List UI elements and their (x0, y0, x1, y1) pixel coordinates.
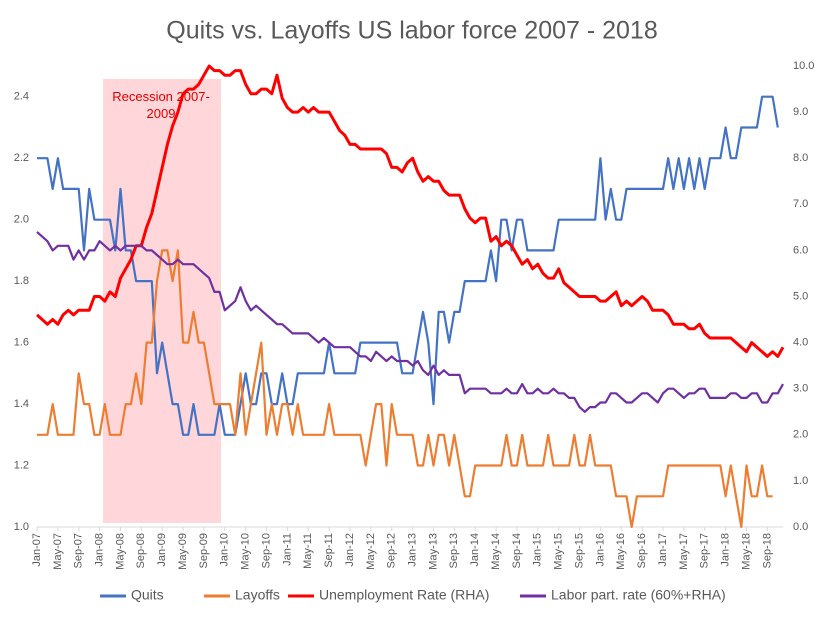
y-tick-label: 2.0 (14, 214, 29, 226)
x-tick-label: Jan-13 (407, 533, 419, 567)
legend-label: Quits (131, 587, 164, 603)
series-line (37, 249, 773, 529)
y2-tick-label: 6.0 (793, 244, 808, 256)
x-tick-label: May-09 (177, 533, 189, 570)
x-tick-label: Jan-15 (532, 533, 544, 567)
x-tick-label: Sep-16 (636, 533, 648, 568)
x-tick-label: May-15 (553, 533, 565, 570)
x-tick-label: Sep-11 (323, 533, 335, 568)
x-tick-label: Sep-10 (260, 533, 272, 568)
y-tick-label: 2.4 (14, 91, 29, 103)
legend-label: Layoffs (235, 587, 280, 603)
recession-shade (103, 79, 221, 523)
x-tick-label: May-10 (240, 533, 252, 570)
y2-tick-label: 5.0 (793, 290, 808, 302)
x-tick-label: May-17 (678, 533, 690, 570)
x-tick-label: Jan-16 (594, 533, 606, 567)
y2-tick-label: 4.0 (793, 337, 808, 349)
x-tick-label: May-18 (740, 533, 752, 570)
x-tick-label: May-13 (427, 533, 439, 570)
x-tick-label: Sep-17 (699, 533, 711, 568)
legend-label: Unemployment Rate (RHA) (319, 587, 489, 603)
legend-label: Labor part. rate (60%+RHA) (551, 587, 726, 603)
y2-tick-label: 9.0 (793, 106, 808, 118)
x-tick-label: Jan-14 (469, 533, 481, 567)
x-tick-label: Sep-14 (511, 533, 523, 568)
x-tick-label: Jan-07 (31, 533, 43, 567)
x-tick-label: Jan-12 (344, 533, 356, 567)
x-tick-label: Jan-10 (219, 533, 231, 567)
y2-tick-label: 3.0 (793, 383, 808, 395)
x-tick-label: Jan-11 (281, 533, 293, 566)
y-tick-label: 1.2 (14, 459, 29, 471)
y2-tick-label: 7.0 (793, 198, 808, 210)
x-tick-label: May-07 (52, 533, 64, 570)
y2-tick-label: 0.0 (793, 521, 808, 533)
series-line (36, 64, 785, 358)
y-tick-label: 1.4 (14, 398, 29, 410)
y2-tick-label: 8.0 (793, 152, 808, 164)
x-tick-label: Jan-08 (94, 533, 106, 567)
x-tick-label: May-14 (490, 533, 502, 570)
annotation: Recession 2007-2009 (112, 89, 210, 121)
x-tick-label: Jan-17 (657, 533, 669, 567)
x-tick-label: Sep-18 (761, 533, 773, 568)
y-tick-label: 1.0 (14, 521, 29, 533)
x-tick-label: Sep-08 (135, 533, 147, 568)
y-tick-label: 1.6 (14, 337, 29, 349)
y2-tick-label: 10.0 (793, 60, 814, 72)
x-tick-label: Sep-07 (73, 533, 85, 568)
x-tick-label: Jan-18 (720, 533, 732, 567)
series-line (37, 95, 779, 436)
y2-tick-label: 2.0 (793, 429, 808, 441)
y-tick-label: 1.8 (14, 275, 29, 287)
x-tick-label: Jan-09 (156, 533, 168, 567)
x-tick-label: May-12 (365, 533, 377, 570)
series-line (36, 231, 784, 413)
chart-title: Quits vs. Layoffs US labor force 2007 - … (166, 17, 657, 45)
x-tick-label: May-08 (114, 533, 126, 570)
x-tick-label: Sep-13 (448, 533, 460, 568)
x-tick-label: Sep-09 (198, 533, 210, 568)
x-tick-label: Sep-15 (573, 533, 585, 568)
y2-tick-label: 1.0 (793, 475, 808, 487)
x-tick-label: Sep-12 (386, 533, 398, 568)
y-tick-label: 2.2 (14, 152, 29, 164)
x-tick-label: May-11 (302, 533, 314, 569)
x-tick-label: May-16 (615, 533, 627, 570)
